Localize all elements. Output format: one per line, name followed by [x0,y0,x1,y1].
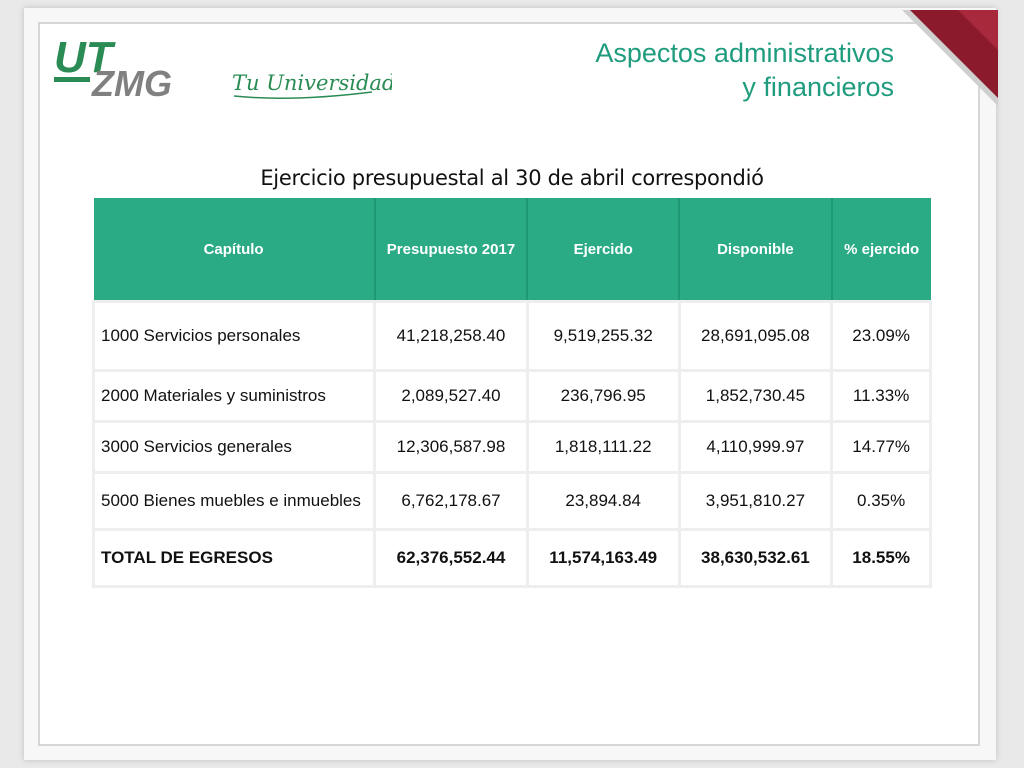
disponible-cell: 1,852,730.45 [677,369,834,423]
header-title: Aspectos administrativos y financieros [595,36,894,104]
logo-mark-ut: UT [54,33,116,82]
total-presupuesto: 62,376,552.44 [373,528,529,588]
total-disponible: 38,630,532.61 [677,528,834,588]
budget-table: Capítulo Presupuesto 2017 Ejercido Dispo… [91,198,932,588]
porcentaje-cell: 14.77% [830,420,932,474]
ejercido-cell: 1,818,111.22 [525,420,681,474]
total-label: TOTAL DE EGRESOS [91,528,377,588]
header-title-line2: y financieros [742,72,894,102]
porcentaje-cell: 11.33% [830,369,932,423]
disponible-cell: 4,110,999.97 [677,420,834,474]
table-header-row: Capítulo Presupuesto 2017 Ejercido Dispo… [93,198,931,302]
ejercido-cell: 9,519,255.32 [525,300,681,372]
total-row: TOTAL DE EGRESOS 62,376,552.44 11,574,16… [91,528,932,588]
disponible-cell: 28,691,095.08 [677,300,834,372]
table-row: 2000 Materiales y suministros 2,089,527.… [91,369,932,423]
header-cell-capitulo: Capítulo [93,198,376,302]
row-label: 1000 Servicios personales [91,300,377,372]
presupuesto-cell: 41,218,258.40 [373,300,529,372]
table-row: 5000 Bienes muebles e inmuebles 6,762,17… [91,471,932,531]
presupuesto-cell: 6,762,178.67 [373,471,529,531]
porcentaje-cell: 23.09% [830,300,932,372]
row-label: 3000 Servicios generales [91,420,377,474]
disponible-cell: 3,951,810.27 [677,471,834,531]
total-ejercido: 11,574,163.49 [525,528,681,588]
row-label: 2000 Materiales y suministros [91,369,377,423]
ejercido-cell: 236,796.95 [525,369,681,423]
logo-org-zmg: ZMG [91,63,172,104]
presupuesto-cell: 12,306,587.98 [373,420,529,474]
porcentaje-cell: 0.35% [830,471,932,531]
header-title-line1: Aspectos administrativos [595,38,894,68]
table-row: 3000 Servicios generales 12,306,587.98 1… [91,420,932,474]
header-cell-presupuesto: Presupuesto 2017 [374,198,529,302]
header-cell-porcentaje: % ejercido [831,198,931,302]
utzmg-logo: UT ZMG Tu Universidad ! [54,33,392,104]
header-cell-disponible: Disponible [679,198,833,302]
logo-tagline: Tu Universidad ! [232,71,392,95]
total-porcentaje: 18.55% [830,528,932,588]
section-title: Ejercicio presupuestal al 30 de abril co… [260,166,764,190]
presupuesto-cell: 2,089,527.40 [373,369,529,423]
table-row: 1000 Servicios personales 41,218,258.40 … [91,300,932,372]
header-cell-ejercido: Ejercido [527,198,681,302]
corner-fold-decoration [902,10,998,106]
ejercido-cell: 23,894.84 [525,471,681,531]
row-label: 5000 Bienes muebles e inmuebles [91,471,377,531]
